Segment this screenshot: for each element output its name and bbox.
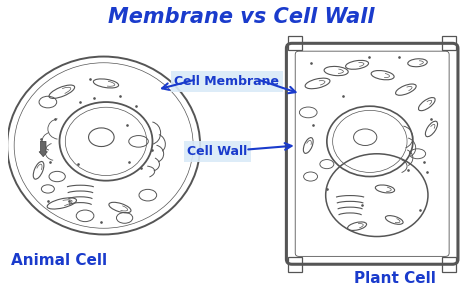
Bar [288, 36, 302, 50]
Text: Cell Membrane: Cell Membrane [174, 75, 279, 88]
FancyArrow shape [39, 141, 47, 157]
Bar [442, 36, 456, 50]
Bar [442, 257, 456, 272]
Text: Membrane vs Cell Wall: Membrane vs Cell Wall [108, 7, 374, 27]
Text: Animal Cell: Animal Cell [11, 253, 108, 268]
Text: Cell Wall: Cell Wall [187, 145, 248, 158]
Bar [288, 257, 302, 272]
Text: Plant Cell: Plant Cell [355, 271, 437, 286]
